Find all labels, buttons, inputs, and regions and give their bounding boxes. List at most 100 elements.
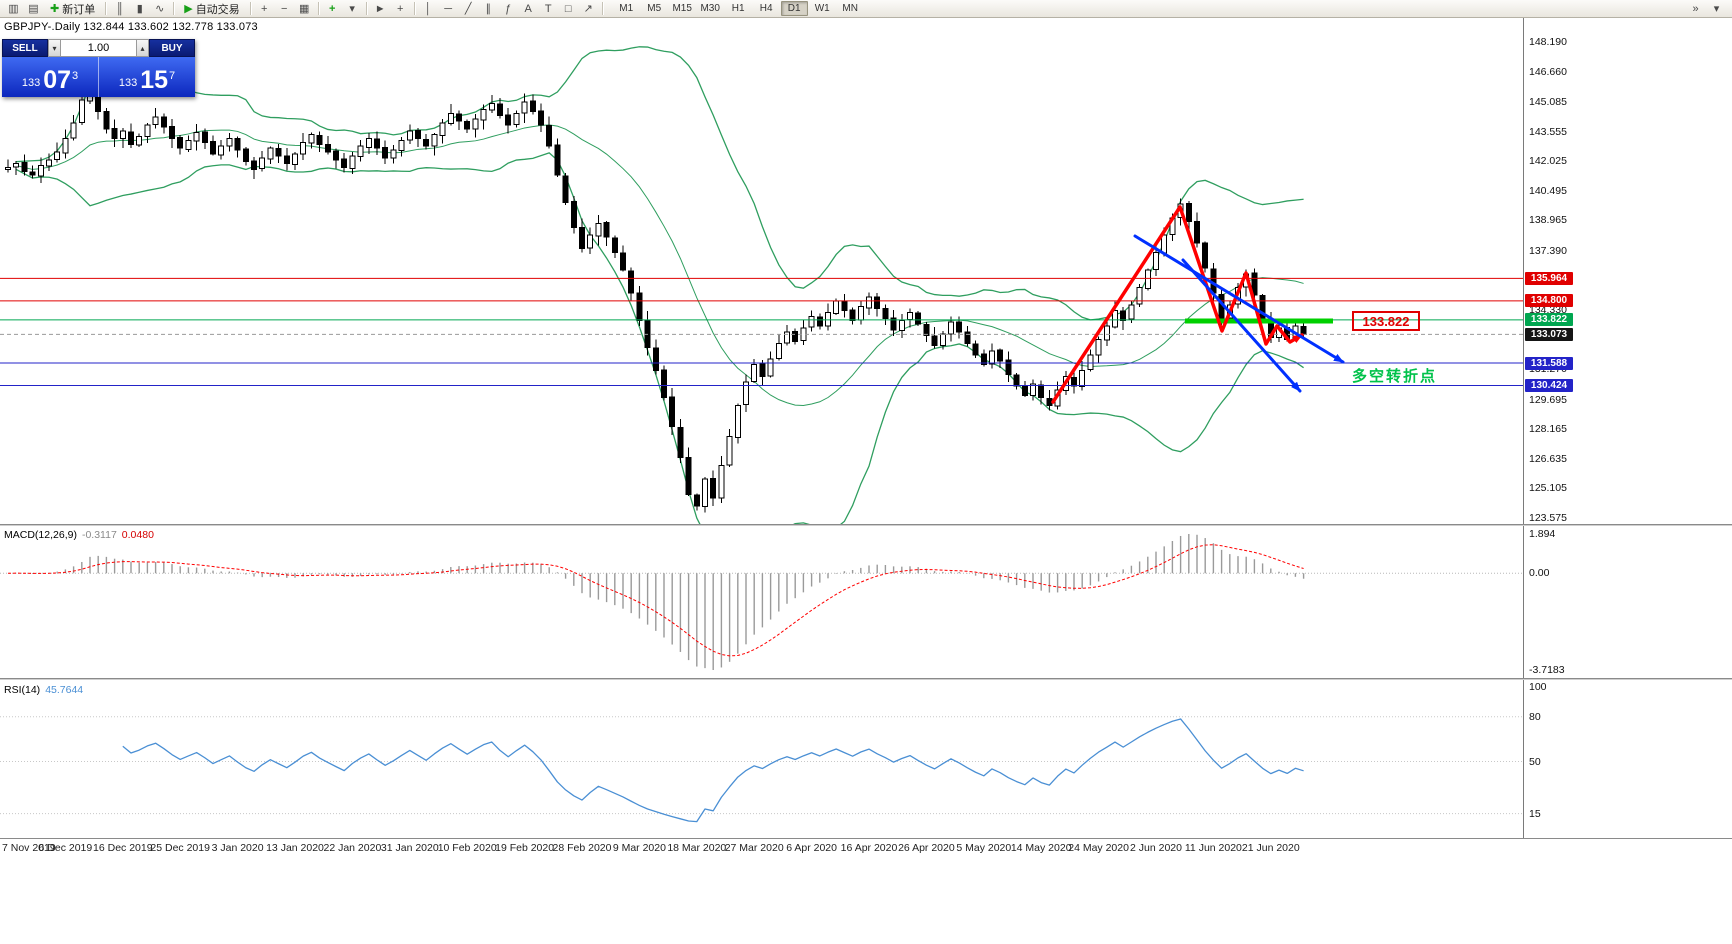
chart-profiles-icon[interactable]: ▤ <box>28 3 39 15</box>
candle-down <box>620 252 626 271</box>
text-icon[interactable]: A <box>524 2 532 15</box>
date-label: 10 Feb 2020 <box>437 842 497 854</box>
candle-up <box>948 321 954 335</box>
timeframe-M5[interactable]: M5 <box>647 3 662 14</box>
macd-scale-zero: 0.00 <box>1529 567 1550 580</box>
help-icon[interactable]: ▾ <box>1713 3 1720 15</box>
panel-separator[interactable] <box>0 678 1732 680</box>
candle-down <box>882 308 889 319</box>
chart-mode-candles-icon[interactable]: ▮ <box>136 3 143 15</box>
timeframe-D1[interactable]: D1 <box>780 1 808 16</box>
candle-up <box>857 306 864 321</box>
candle-down <box>283 155 290 165</box>
volume-decrease-button[interactable]: ▾ <box>48 39 61 57</box>
candle-down <box>677 427 684 459</box>
toolbar-separator <box>413 2 415 15</box>
candle-down <box>964 331 971 344</box>
macd-signal-line <box>7 544 1304 657</box>
volume-increase-button[interactable]: ▴ <box>136 39 149 57</box>
timeframe-H1[interactable]: H1 <box>731 3 745 14</box>
candle-down <box>1300 325 1307 335</box>
indicator-caret-icon[interactable]: ▾ <box>349 3 355 15</box>
candle-up <box>1128 304 1135 320</box>
macd-main-value: -0.3117 <box>81 529 117 541</box>
turning-point-note[interactable]: 多空转折点 <box>1352 368 1438 385</box>
channel-line-blue-1[interactable] <box>1133 234 1345 364</box>
candle-down <box>554 144 561 176</box>
timeframe-M30[interactable]: M30 <box>700 3 720 14</box>
chart-mode-bars-icon[interactable]: ║ <box>115 2 124 15</box>
candle-down <box>915 312 922 325</box>
price-chart[interactable] <box>0 17 1523 524</box>
date-label: 18 Mar 2020 <box>667 842 727 854</box>
candle-up <box>1079 370 1086 387</box>
horizontal-line-icon[interactable]: ─ <box>444 2 453 15</box>
candle-up <box>866 296 872 309</box>
autotrading-icon: ▶ <box>184 3 193 15</box>
new-chart-icon[interactable]: ▥ <box>8 3 19 15</box>
candle-down <box>242 148 249 163</box>
candle-up <box>267 147 274 160</box>
candle-down <box>956 321 963 333</box>
zoom-out-icon[interactable]: − <box>280 2 288 15</box>
timeframe-W1[interactable]: W1 <box>814 3 830 14</box>
autotrading-button[interactable]: ▶ 自动交易 <box>178 1 245 17</box>
indicators-icon[interactable]: + <box>328 2 336 15</box>
candle-down <box>1005 359 1012 375</box>
label-icon[interactable]: T <box>544 2 552 15</box>
tile-windows-icon[interactable]: ▦ <box>298 3 310 15</box>
candle-down <box>341 158 348 168</box>
new-order-button[interactable]: ✚ 新订单 <box>44 1 101 17</box>
arrows-icon[interactable]: ↗ <box>583 3 593 15</box>
channel-icon[interactable]: ∥ <box>485 3 491 15</box>
price-axis[interactable]: 148.190 146.660 145.085 143.555 142.025 140.4… <box>1523 17 1732 838</box>
buy-price[interactable]: 133 15 7 <box>99 57 195 97</box>
sell-price[interactable]: 133 07 3 <box>2 57 99 97</box>
rsi-chart[interactable] <box>0 680 1523 838</box>
candle-up <box>1103 325 1110 341</box>
price-badge: 130.424 <box>1525 379 1573 393</box>
candle-up <box>702 478 708 507</box>
candle-down <box>1013 374 1020 387</box>
time-axis[interactable]: 7 Nov 2019 6 Dec 2019 16 Dec 2019 25 Dec 20… <box>0 839 1732 857</box>
crosshair-icon[interactable]: + <box>396 2 404 15</box>
timeframe-M1[interactable]: M1 <box>619 3 634 14</box>
candle-down <box>111 128 118 139</box>
price-tick: 137.390 <box>1529 244 1567 257</box>
panel-separator[interactable] <box>0 524 1732 526</box>
toolbar-separator <box>105 2 107 15</box>
macd-name: MACD(12,26,9) <box>4 529 77 541</box>
expand-toolbar-icon[interactable]: » <box>1692 2 1699 15</box>
trendline-icon[interactable]: ╱ <box>464 3 472 15</box>
volume-input[interactable] <box>61 39 136 57</box>
channel-line-blue-2[interactable] <box>1181 258 1302 393</box>
cursor-icon[interactable]: ► <box>374 2 386 15</box>
fibonacci-icon[interactable]: ƒ <box>505 2 512 15</box>
candle-up <box>833 300 840 315</box>
chart-mode-line-icon[interactable]: ∿ <box>155 3 165 15</box>
candle-up <box>767 358 774 377</box>
main-toolbar: ▥ ▤ ✚ 新订单 ║ ▮ ∿ ▶ 自动交易 + − ▦ + ▾ ► + │ ─ ╱ ∥ ƒ A T □ ↗ M1 M5 M15 M30… <box>0 0 1732 18</box>
vertical-line-icon[interactable]: │ <box>424 2 432 15</box>
candle-up <box>808 315 815 328</box>
timeframe-M15[interactable]: M15 <box>672 3 692 14</box>
candle-down <box>464 120 471 130</box>
rsi-indicator-label: RSI(14) 45.7644 <box>4 684 83 696</box>
candle-up <box>62 137 69 154</box>
shapes-icon[interactable]: □ <box>564 2 572 15</box>
candle-down <box>603 222 610 238</box>
buy-button[interactable]: BUY <box>149 39 195 57</box>
candle-down <box>816 316 823 327</box>
rsi-scale-50: 50 <box>1529 755 1541 768</box>
date-label: 5 May 2020 <box>956 842 1012 854</box>
timeframe-MN[interactable]: MN <box>842 3 858 14</box>
zoom-in-icon[interactable]: + <box>260 2 268 15</box>
level-price-label[interactable]: 133.822 <box>1352 311 1420 331</box>
macd-chart[interactable] <box>0 526 1523 678</box>
price-tick: 145.085 <box>1529 96 1567 109</box>
timeframe-H4[interactable]: H4 <box>759 3 773 14</box>
sell-button[interactable]: SELL <box>2 39 48 57</box>
toolbar-right-group: » ▾ <box>1686 1 1728 17</box>
candle-up <box>193 132 200 142</box>
candle-down <box>497 103 503 116</box>
